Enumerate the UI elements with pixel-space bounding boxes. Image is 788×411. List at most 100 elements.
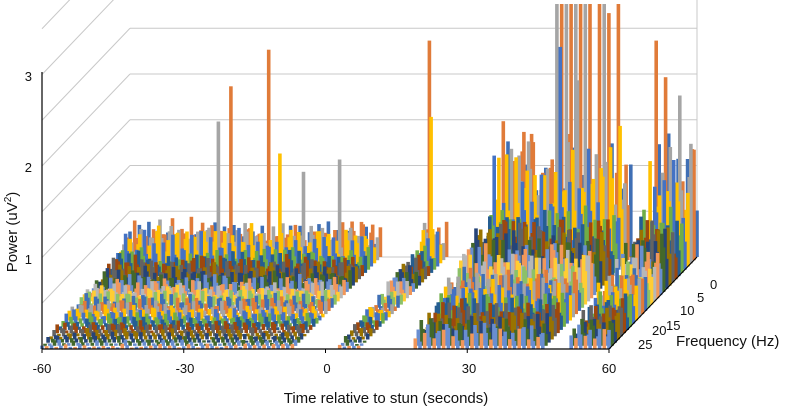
bar xyxy=(211,324,215,334)
bar xyxy=(301,293,306,308)
bar xyxy=(564,4,569,261)
bar xyxy=(255,341,260,346)
z-tick-label: 25 xyxy=(638,337,652,352)
bar xyxy=(466,319,471,343)
bar xyxy=(75,321,80,327)
bar xyxy=(184,277,189,292)
bar xyxy=(281,344,285,349)
bar xyxy=(311,296,315,308)
bar xyxy=(110,331,115,340)
bar xyxy=(166,240,170,267)
bar xyxy=(504,233,508,289)
bar xyxy=(331,237,336,267)
bar xyxy=(80,323,84,327)
bar xyxy=(355,344,359,346)
bar xyxy=(125,345,129,349)
bar xyxy=(79,337,83,343)
bar xyxy=(96,324,100,330)
bar xyxy=(297,250,301,273)
bar xyxy=(447,302,452,334)
bar xyxy=(310,282,315,299)
bar xyxy=(432,338,436,349)
bar xyxy=(133,343,137,346)
bar xyxy=(266,321,270,330)
bar xyxy=(272,314,276,324)
bar xyxy=(85,328,89,337)
bar xyxy=(350,341,354,346)
bar xyxy=(291,326,296,334)
bar xyxy=(236,286,241,292)
bar xyxy=(294,302,298,311)
bar xyxy=(317,315,322,321)
bar xyxy=(80,305,84,318)
bar xyxy=(217,330,222,337)
bar xyxy=(123,339,128,346)
bar xyxy=(200,344,205,349)
bar xyxy=(101,346,106,349)
bar xyxy=(602,329,607,349)
bar xyxy=(369,308,374,321)
bar xyxy=(253,327,258,334)
bar xyxy=(677,250,681,277)
bar xyxy=(204,303,208,311)
bar xyxy=(186,344,191,349)
bar xyxy=(405,272,409,289)
bar xyxy=(199,342,203,346)
bar xyxy=(163,313,168,324)
bar xyxy=(435,231,440,267)
bar xyxy=(278,253,282,273)
bar xyxy=(117,336,121,343)
bar xyxy=(190,323,195,330)
bar xyxy=(351,267,355,286)
bar xyxy=(363,316,368,327)
bar xyxy=(263,274,267,289)
bar xyxy=(181,324,185,330)
bar xyxy=(287,306,292,318)
bar xyxy=(127,274,132,292)
bar xyxy=(340,222,345,257)
bar xyxy=(340,342,345,346)
bar xyxy=(238,346,243,349)
bar xyxy=(337,344,342,349)
bar xyxy=(460,340,465,349)
bar xyxy=(189,317,193,327)
bar xyxy=(206,258,210,280)
bar xyxy=(390,304,394,315)
bar xyxy=(531,341,536,349)
bar xyxy=(306,293,310,308)
bar xyxy=(99,340,104,346)
bar xyxy=(207,321,212,327)
bar xyxy=(88,324,92,334)
bar xyxy=(279,233,284,267)
bar xyxy=(487,332,491,346)
bar xyxy=(157,266,161,276)
bar xyxy=(569,335,573,349)
bar xyxy=(244,273,248,289)
bar xyxy=(695,210,699,257)
bar xyxy=(244,324,248,334)
bar xyxy=(255,282,260,292)
gridline-side xyxy=(41,210,131,304)
bar xyxy=(58,336,63,340)
bar xyxy=(330,298,334,308)
bar xyxy=(140,339,145,343)
bar xyxy=(156,341,161,346)
bar xyxy=(223,231,227,267)
bar xyxy=(279,278,283,292)
bar xyxy=(655,252,660,299)
bar xyxy=(452,305,456,334)
bar xyxy=(119,312,124,321)
bar xyxy=(126,294,131,308)
bar xyxy=(206,315,210,324)
bar xyxy=(580,318,584,343)
bar xyxy=(239,300,243,315)
bar xyxy=(478,288,483,321)
bar xyxy=(142,341,147,346)
bar xyxy=(97,281,102,289)
bar xyxy=(111,290,115,305)
bar xyxy=(152,308,157,321)
bar xyxy=(162,335,167,340)
bar xyxy=(423,245,427,270)
bar xyxy=(224,333,228,340)
